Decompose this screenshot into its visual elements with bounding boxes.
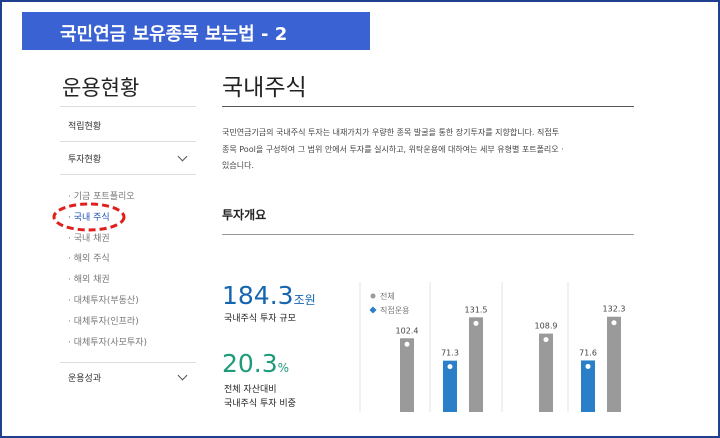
banner-title: 국민연금 보유종목 보는법 - 2 — [60, 24, 288, 45]
bar-label: 71.6 — [579, 348, 597, 357]
bar-label: 131.5 — [465, 305, 488, 314]
legend-marker — [370, 293, 376, 299]
bar-dot — [543, 337, 549, 343]
bar — [539, 333, 553, 412]
divider — [60, 362, 196, 363]
paragraph-line: 종목 Pool을 구성하여 그 범위 안에서 투자를 실시하고, 위탁운용에 대… — [222, 145, 564, 154]
bar-dot — [447, 364, 453, 370]
submenu-item[interactable]: · 대체투자(인프라) — [68, 316, 139, 327]
bar-label: 71.3 — [441, 349, 459, 358]
stat-label: 국내주식 투자 규모 — [224, 314, 296, 324]
bar — [469, 317, 483, 412]
stat-number: 184.3 — [222, 281, 294, 310]
paragraph-line: 국민연금기금의 국내주식 투자는 내재가치가 우량한 종목 발굴을 통한 장기투… — [222, 128, 560, 137]
submenu-item[interactable]: · 기금 포트폴리오 — [68, 192, 135, 202]
menu-item[interactable]: 적립현황 — [68, 122, 102, 132]
bar-label: 132.3 — [603, 305, 626, 314]
stat-value: 20.3% — [222, 349, 289, 378]
divider — [60, 106, 196, 107]
menu-item[interactable]: 투자현황 — [68, 155, 102, 165]
bar-label: 102.4 — [396, 326, 419, 335]
submenu-item[interactable]: · 대체투자(사모투자) — [68, 337, 147, 348]
submenu-item[interactable]: · 해외 채권 — [68, 275, 110, 286]
legend-marker — [369, 306, 377, 314]
stat-unit: 조원 — [293, 293, 316, 307]
bar-dot — [404, 341, 410, 347]
bar — [581, 360, 595, 412]
stat-value: 184.3조원 — [222, 281, 316, 310]
stat-unit: % — [277, 361, 290, 375]
legend-label: 전체 — [380, 291, 395, 301]
divider — [222, 106, 634, 107]
menu-item[interactable]: 운용성과 — [68, 374, 102, 384]
stat-number: 20.3 — [222, 349, 278, 378]
submenu-item[interactable]: · 해외 주식 — [68, 254, 110, 265]
submenu-item[interactable]: · 국내 채권 — [68, 233, 110, 244]
main-title: 국내주식 — [222, 75, 307, 101]
bottom-cover — [2, 412, 718, 436]
divider — [60, 141, 196, 142]
bar — [400, 338, 414, 412]
stat-label: 전체 자산대비 — [224, 385, 277, 395]
submenu-item[interactable]: · 국내 주식 — [68, 212, 110, 223]
bar — [607, 316, 621, 412]
highlight-ellipse — [52, 202, 126, 232]
banner — [22, 12, 370, 50]
bar-dot — [473, 320, 479, 326]
bar-dot — [611, 320, 617, 326]
sidebar-title: 운용현황 — [62, 76, 140, 100]
section-title: 투자개요 — [222, 208, 267, 222]
submenu-item[interactable]: · 대체투자(부동산) — [68, 296, 139, 306]
paragraph-line: 있습니다. — [222, 161, 254, 170]
bar — [443, 360, 457, 412]
bar-label: 108.9 — [535, 322, 558, 331]
legend-label: 직접운용 — [380, 305, 409, 315]
divider — [60, 174, 196, 175]
divider — [222, 234, 634, 235]
bar-dot — [585, 363, 591, 369]
stat-label: 국내주식 투자 비중 — [224, 399, 296, 409]
